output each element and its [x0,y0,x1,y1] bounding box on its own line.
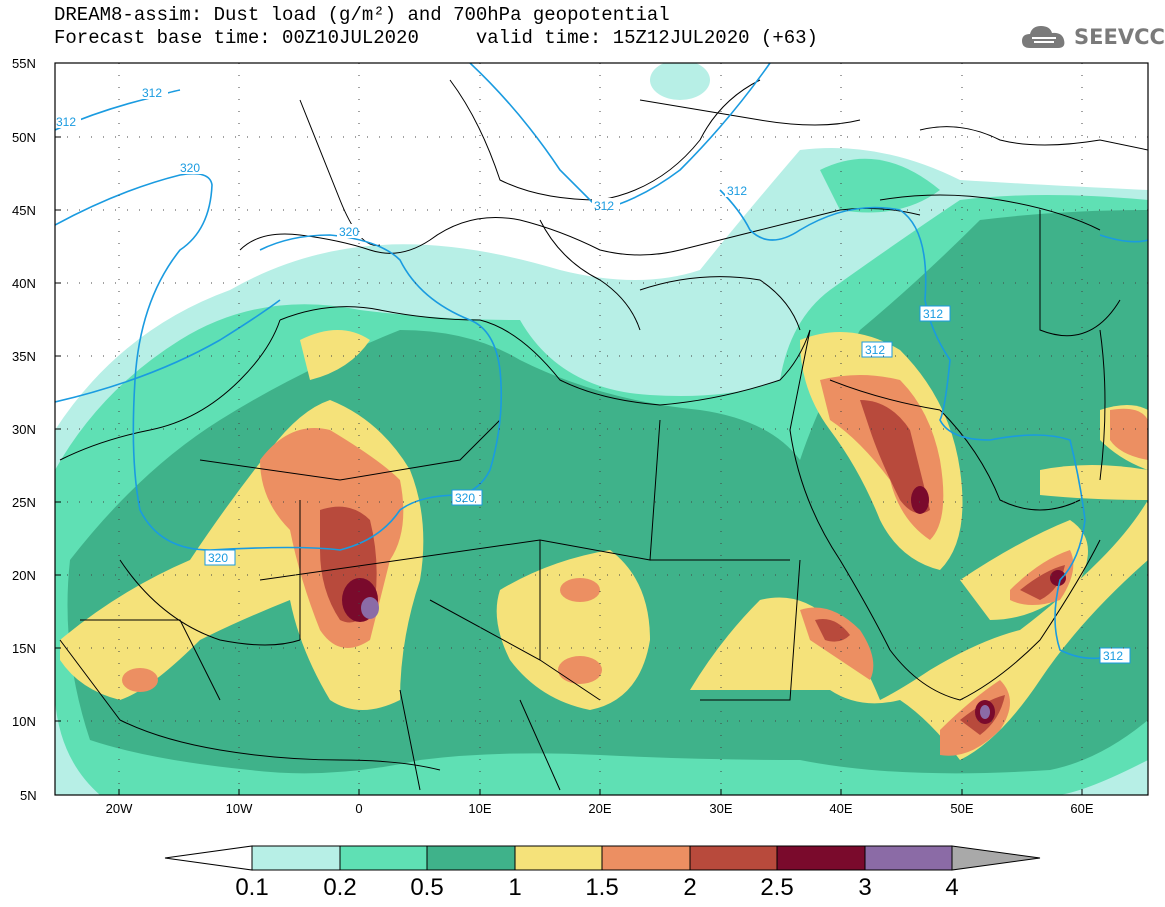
legend-swatch [689,845,778,871]
contour-label-group: 312 312 320 320 320 320 312 312 312 312 … [55,85,1131,664]
legend-label: 0.5 [410,874,443,901]
map-title: DREAM8-assim: Dust load (g/m²) and 700hP… [54,4,670,26]
legend-arrow-low [164,845,253,871]
legend-arrow-high [951,845,1041,871]
legend-label: 2 [683,874,696,901]
lon-label: 0 [355,801,362,816]
contour-label: 320 [339,225,359,239]
legend-label: 1.5 [585,874,618,901]
color-legend: 0.1 0.2 0.5 1 1.5 2 2.5 3 4 [164,845,1041,901]
legend-label: 3 [858,874,871,901]
legend-swatch [426,845,516,871]
legend-swatch [514,845,603,871]
legend-label: 2.5 [760,874,793,901]
lat-label: 45N [12,203,36,218]
legend-label: 0.2 [323,874,356,901]
lon-label: 20W [106,801,133,816]
lat-label: 55N [12,56,36,71]
contour-label: 312 [594,199,614,213]
contour-label: 312 [142,86,162,100]
legend-label: 1 [508,874,521,901]
land-outlines [59,79,1148,791]
lon-label: 10W [226,801,253,816]
geopotential-contours [55,63,1148,660]
lat-label: 20N [12,568,36,583]
lon-label: 30E [709,801,732,816]
legend-swatch [601,845,691,871]
lat-label: 15N [12,641,36,656]
contour-label: 312 [1103,649,1123,663]
contour-label: 312 [56,115,76,129]
latitude-labels: 55N 50N 45N 40N 35N 30N 25N 20N 15N 10N … [12,56,37,803]
contour-label: 312 [727,184,747,198]
legend-label: 4 [945,874,958,901]
contour-label: 320 [180,161,200,175]
contour-label: 320 [455,491,475,505]
lon-label: 10E [468,801,491,816]
legend-label: 0.1 [235,874,268,901]
contour-label: 312 [865,343,885,357]
lon-label: 20E [588,801,611,816]
axis-ticks [55,62,1083,795]
logo-text: SEEVCCC [1074,25,1165,49]
legend-swatch [251,845,341,871]
forecast-time-line: Forecast base time: 00Z10JUL2020 valid t… [54,27,818,49]
longitude-labels: 20W 10W 0 10E 20E 30E 40E 50E 60E [106,801,1094,816]
legend-swatch [339,845,428,871]
lon-label: 40E [829,801,852,816]
seevccc-logo: SEEVCCC [1020,22,1165,52]
legend-swatch [864,845,953,871]
lat-label: 40N [12,276,36,291]
lat-label: 10N [12,714,36,729]
lon-label: 50E [950,801,973,816]
lat-label: 50N [12,130,36,145]
legend-swatch [776,845,866,871]
contour-label: 312 [923,307,943,321]
lat-label: 5N [20,788,37,803]
dust-band-3 [361,597,990,719]
lat-label: 30N [12,422,36,437]
lat-label: 25N [12,495,36,510]
lat-label: 35N [12,349,36,364]
cloud-icon [1022,26,1065,48]
lon-label: 60E [1070,801,1093,816]
contour-label: 320 [208,551,228,565]
